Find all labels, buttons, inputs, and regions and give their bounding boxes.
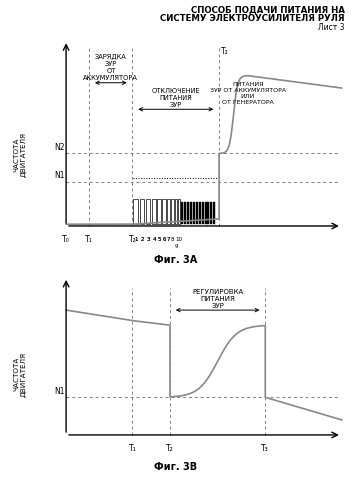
Text: ЗАРЯДКА
ЗУР
ОТ
АККУМУЛЯТОРА: ЗАРЯДКА ЗУР ОТ АККУМУЛЯТОРА [83,54,138,81]
Text: Фиг. 3В: Фиг. 3В [155,462,197,472]
Bar [193,202,195,224]
Text: 7: 7 [167,236,170,242]
Text: N1: N1 [54,387,65,396]
Text: Лист 3: Лист 3 [319,23,345,32]
Bar [140,200,144,224]
Bar [175,200,177,224]
Bar [187,202,189,224]
Text: 4: 4 [152,236,156,242]
Text: T₂: T₂ [220,48,228,56]
Text: 3: 3 [146,236,150,242]
Text: ОТКЛЮЧЕНИЕ
ПИТАНИЯ
ЗУР: ОТКЛЮЧЕНИЕ ПИТАНИЯ ЗУР [151,88,200,108]
Bar [146,200,150,224]
Bar [190,202,192,224]
Bar [207,202,209,224]
Text: 5: 5 [157,236,161,242]
Bar [202,202,203,224]
Text: 6: 6 [162,236,166,242]
Text: 3: 3 [146,236,150,242]
Text: СПОСОБ ПОДАЧИ ПИТАНИЯ НА: СПОСОБ ПОДАЧИ ПИТАНИЯ НА [191,5,345,14]
Text: 6: 6 [162,236,166,242]
Text: 2: 2 [140,236,144,242]
Text: 8: 8 [171,236,174,242]
Text: 7: 7 [167,236,170,242]
Text: T₁: T₁ [129,444,136,453]
Text: РЕГУЛИРОВКА
ПИТАНИЯ
ЗУР: РЕГУЛИРОВКА ПИТАНИЯ ЗУР [192,288,243,308]
Text: Фиг. 3А: Фиг. 3А [155,255,197,265]
Bar [205,202,207,224]
Text: N1: N1 [54,171,65,180]
Text: 10: 10 [176,236,183,242]
Text: T₂: T₂ [166,444,174,453]
Bar [178,200,181,224]
Bar [162,200,166,224]
Bar [133,200,138,224]
Bar [167,200,170,224]
Text: 1: 1 [134,236,137,242]
Text: T₀: T₀ [62,235,70,244]
Text: 1: 1 [134,236,137,242]
Text: 4: 4 [152,236,156,242]
Bar [199,202,201,224]
Text: 9: 9 [174,244,178,248]
Text: СИСТЕМУ ЭЛЕКТРОУСИЛИТЕЛЯ РУЛЯ: СИСТЕМУ ЭЛЕКТРОУСИЛИТЕЛЯ РУЛЯ [161,14,345,23]
Text: ЧАСТОТА
ДВИГАТЕЛЯ: ЧАСТОТА ДВИГАТЕЛЯ [13,132,26,177]
Bar [184,202,186,224]
Bar [157,200,161,224]
Bar [196,202,198,224]
Bar [152,200,156,224]
Text: T₁: T₁ [86,235,93,244]
Text: ЧАСТОТА
ДВИГАТЕЛЯ: ЧАСТОТА ДВИГАТЕЛЯ [13,352,26,397]
Bar [171,200,174,224]
Text: T₂: T₂ [128,235,136,244]
Bar [213,202,215,224]
Text: 5: 5 [157,236,161,242]
Text: T₃: T₃ [262,444,269,453]
Text: ПИТАНИЯ
ЗУР ОТ АККУМУЛЯТОРА
ИЛИ
ОТ ГЕНЕРАТОРА: ПИТАНИЯ ЗУР ОТ АККУМУЛЯТОРА ИЛИ ОТ ГЕНЕР… [210,82,286,104]
Text: 2: 2 [140,236,144,242]
Bar [181,202,183,224]
Bar [210,202,212,224]
Text: N2: N2 [54,142,65,152]
